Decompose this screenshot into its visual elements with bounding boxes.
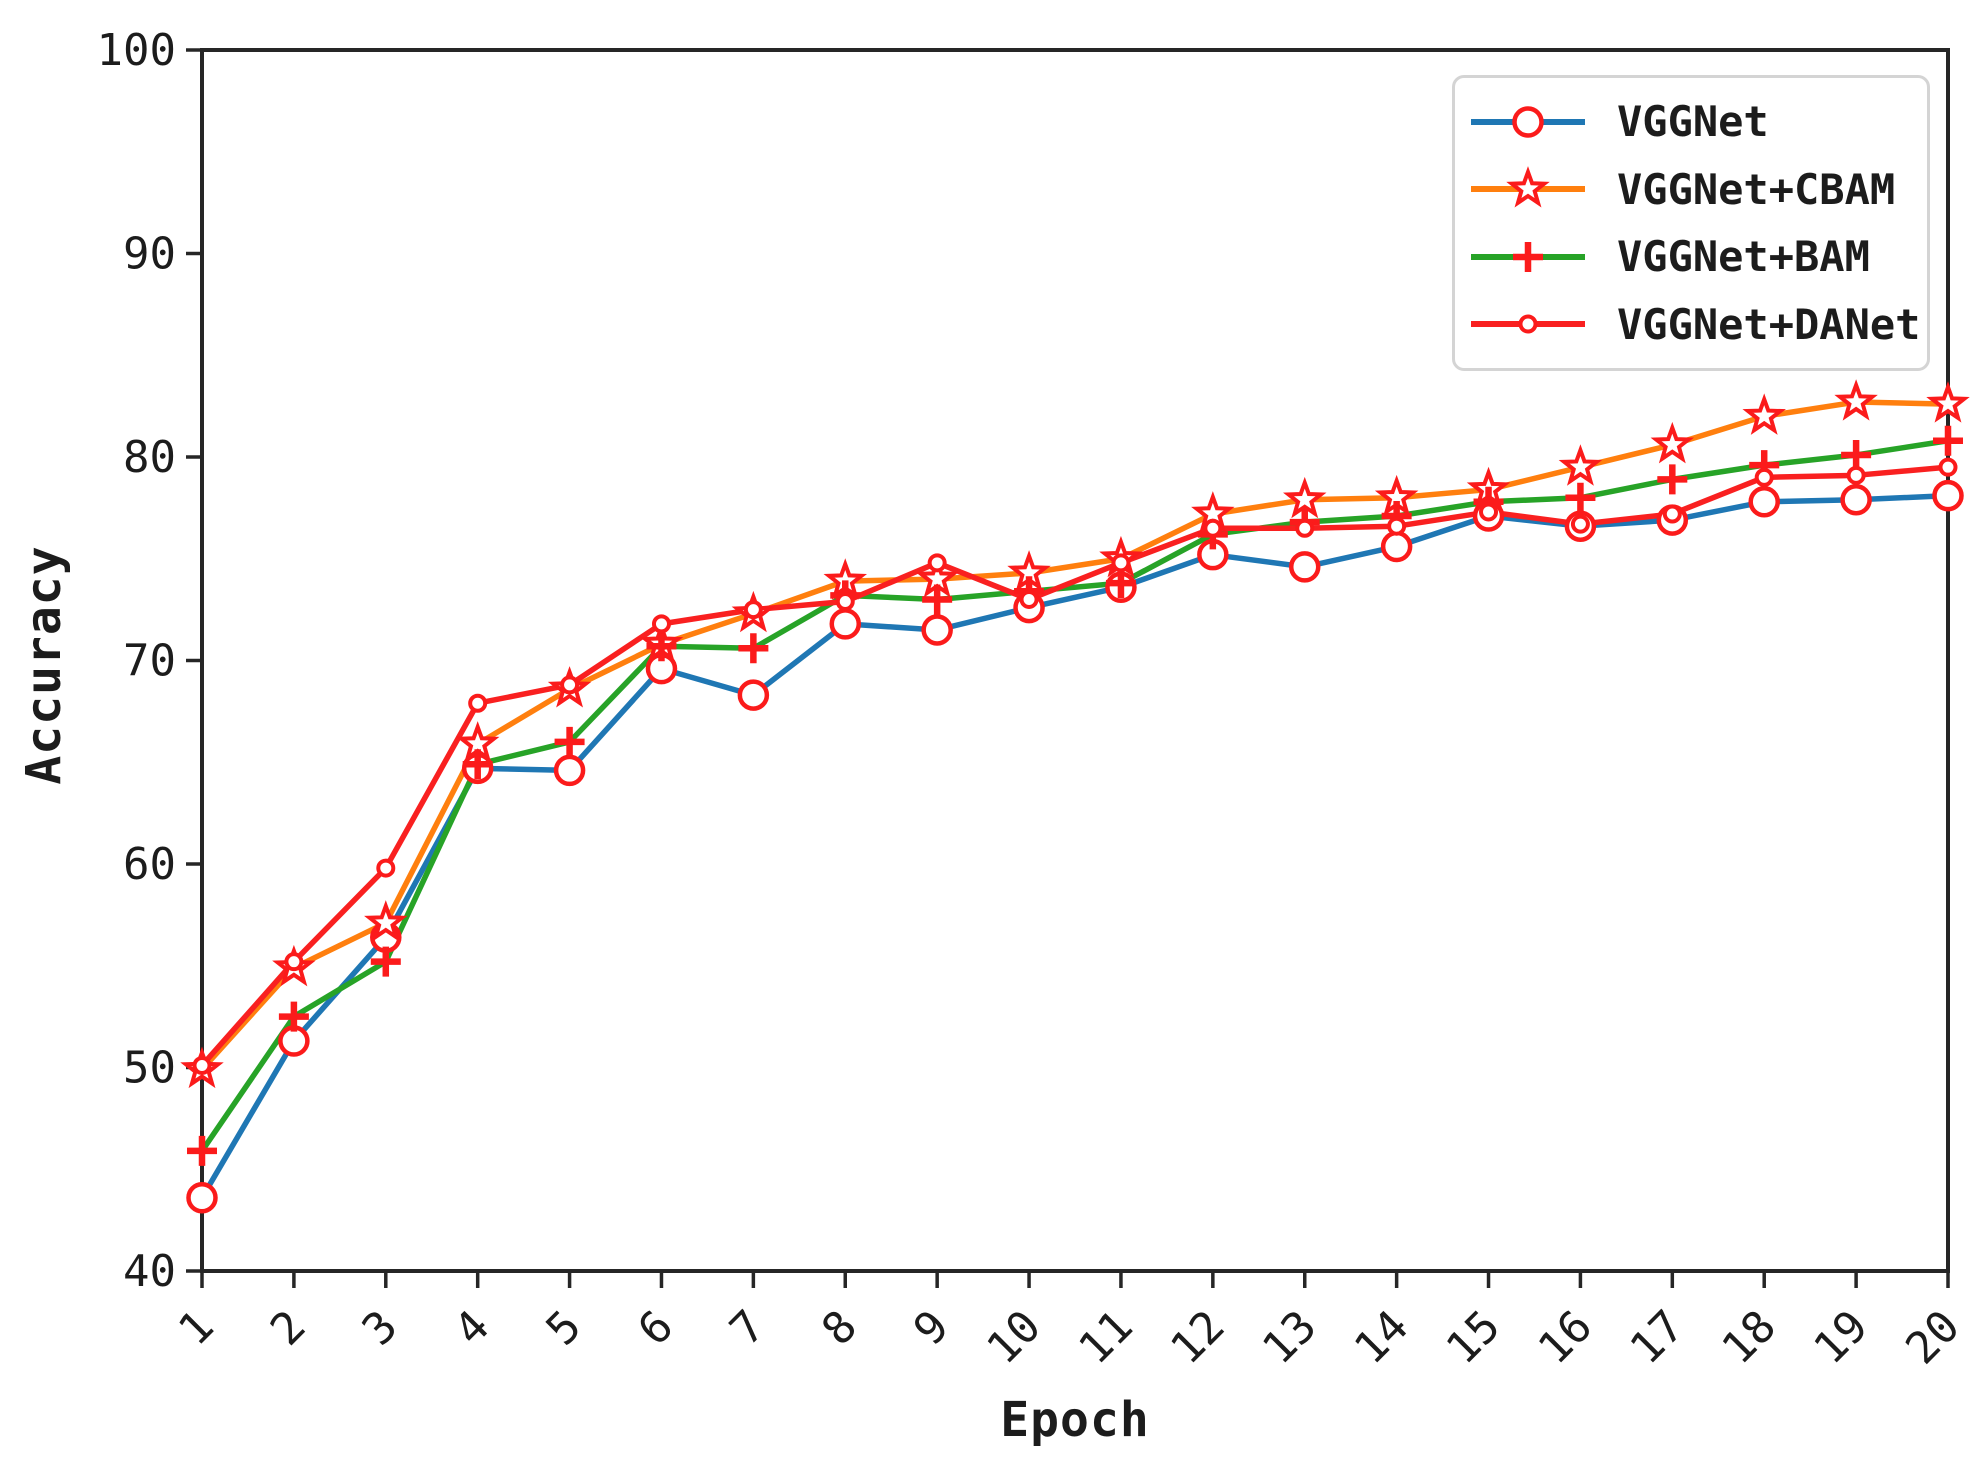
x-axis-title: Epoch — [1000, 1392, 1150, 1448]
legend-line-small-circle-marker-icon — [1471, 314, 1585, 334]
svg-text:60: 60 — [123, 839, 176, 890]
legend-entry-vggnet: VGGNet — [1455, 93, 1927, 151]
series-line-vggnet+bam — [199, 438, 1949, 1153]
svg-text:80: 80 — [123, 432, 176, 483]
y-axis-title: Accuracy — [16, 545, 72, 785]
legend-line-star-marker-icon — [1471, 166, 1585, 208]
legend-label: VGGNet+BAM — [1617, 232, 1870, 282]
legend-label: VGGNet+DANet — [1617, 299, 1921, 349]
legend-entry-vggnet-bam: VGGNet+BAM — [1455, 228, 1927, 286]
series-markers-vggnet+danet — [192, 457, 1958, 1075]
legend-box: VGGNet VGGNet+CBAM VGGNet+BAM VGGNet+DAN… — [1452, 75, 1930, 371]
legend-line-plus-marker-icon — [1471, 241, 1585, 272]
legend-label: VGGNet+CBAM — [1617, 164, 1896, 214]
svg-text:40: 40 — [123, 1246, 176, 1297]
legend-entry-vggnet-cbam: VGGNet+CBAM — [1455, 160, 1927, 218]
series-line-vggnet+cbam — [199, 399, 1949, 1072]
svg-text:90: 90 — [123, 229, 176, 280]
series-markers-vggnet+bam — [187, 425, 1963, 1166]
svg-text:100: 100 — [97, 25, 176, 76]
y-axis-ticks: 40 50 60 70 80 90 100 — [97, 25, 202, 1297]
svg-text:50: 50 — [123, 1043, 176, 1094]
legend-entry-vggnet-danet: VGGNet+DANet — [1455, 295, 1927, 353]
series-line-vggnet+danet — [199, 464, 1949, 1068]
legend-label: VGGNet — [1617, 97, 1769, 147]
legend-line-circle-marker-icon — [1471, 106, 1585, 138]
svg-text:70: 70 — [123, 636, 176, 687]
